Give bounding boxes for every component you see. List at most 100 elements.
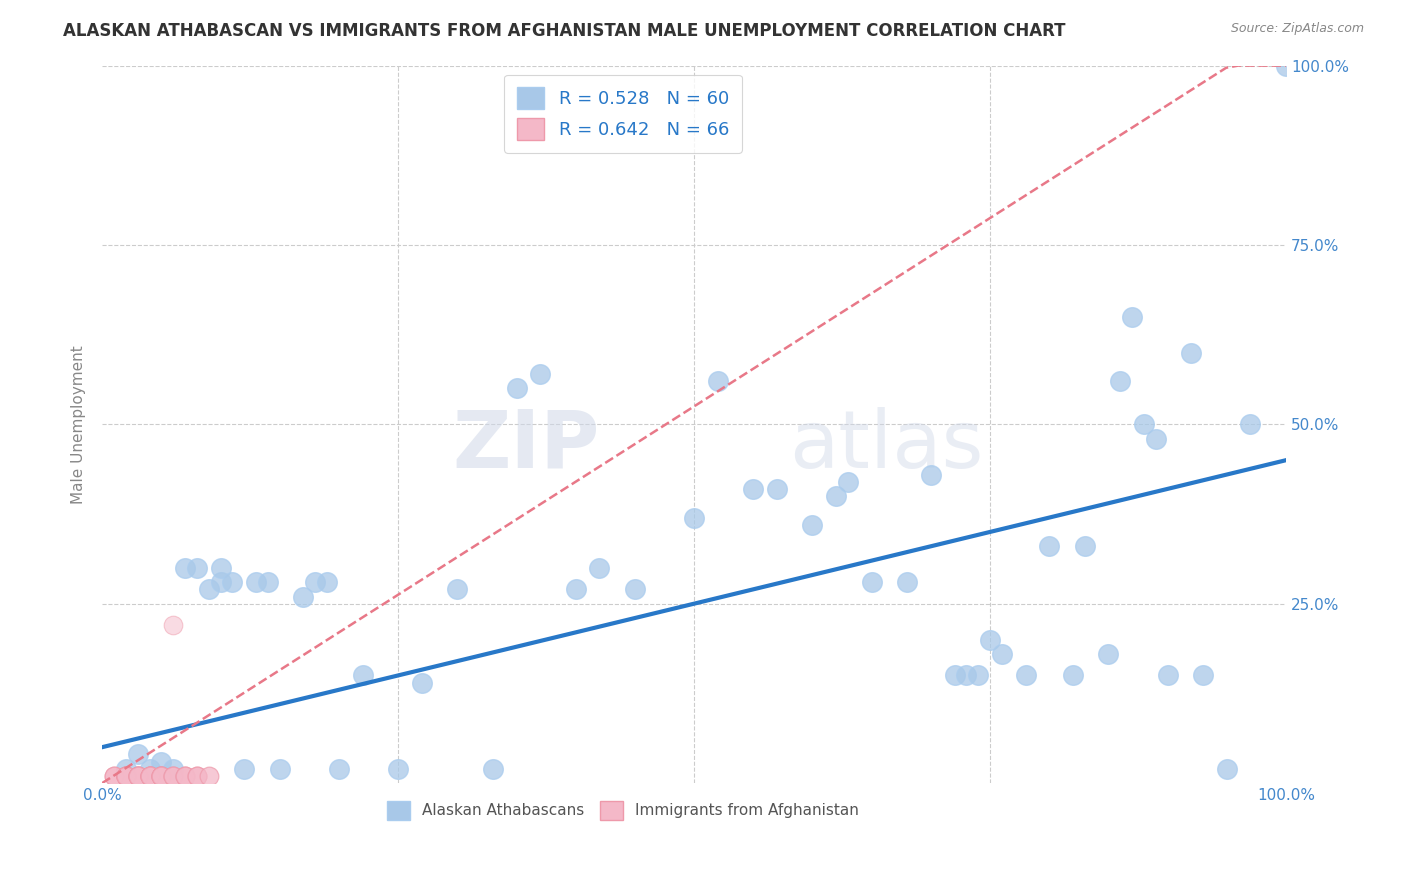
Point (1133, 417, 1156, 432)
Point (150, 769, 173, 783)
Point (209, 561, 232, 575)
Point (127, 769, 149, 783)
Point (186, 769, 208, 783)
Point (967, 668, 990, 682)
Point (801, 517, 824, 532)
Point (1014, 668, 1036, 682)
Text: ZIP: ZIP (453, 407, 599, 485)
Point (103, 769, 125, 783)
Point (1109, 374, 1132, 388)
Point (1216, 762, 1239, 776)
Point (150, 755, 173, 769)
Point (1239, 417, 1261, 432)
Point (209, 575, 232, 590)
Point (150, 769, 173, 783)
Point (138, 769, 160, 783)
Point (920, 467, 942, 482)
Point (138, 769, 160, 783)
Point (138, 769, 160, 783)
Point (186, 769, 208, 783)
Point (127, 769, 149, 783)
Point (529, 367, 551, 381)
Point (115, 769, 138, 783)
Point (127, 769, 149, 783)
Point (1121, 310, 1143, 324)
Point (233, 762, 256, 776)
Point (979, 632, 1001, 647)
Point (127, 769, 149, 783)
Point (115, 769, 138, 783)
Point (127, 769, 149, 783)
Point (624, 582, 647, 597)
Point (115, 769, 138, 783)
Point (742, 482, 765, 496)
Point (150, 769, 173, 783)
Point (186, 769, 208, 783)
Point (138, 769, 160, 783)
Point (1062, 668, 1084, 682)
Point (138, 769, 160, 783)
Point (316, 575, 339, 590)
Point (186, 769, 208, 783)
Point (174, 561, 197, 575)
Point (1097, 647, 1119, 661)
Point (896, 575, 918, 590)
Point (1144, 432, 1167, 446)
Point (446, 582, 468, 597)
Point (766, 482, 789, 496)
Point (150, 769, 173, 783)
Point (138, 769, 160, 783)
Point (162, 769, 184, 783)
Point (150, 769, 173, 783)
Point (150, 769, 173, 783)
Point (127, 769, 149, 783)
Point (115, 769, 138, 783)
Point (115, 769, 138, 783)
Point (115, 769, 138, 783)
Point (127, 769, 149, 783)
Point (162, 618, 184, 632)
Point (221, 575, 243, 590)
Point (162, 762, 184, 776)
Point (174, 769, 197, 783)
Point (564, 582, 586, 597)
Y-axis label: Male Unemployment: Male Unemployment (72, 345, 86, 504)
Point (162, 769, 184, 783)
Point (174, 769, 197, 783)
Point (115, 769, 138, 783)
Text: Source: ZipAtlas.com: Source: ZipAtlas.com (1230, 22, 1364, 36)
Point (138, 769, 160, 783)
Point (127, 747, 149, 762)
Point (387, 762, 409, 776)
Point (943, 668, 966, 682)
Point (825, 489, 848, 503)
Point (174, 769, 197, 783)
Point (1038, 539, 1060, 553)
Point (103, 769, 125, 783)
Point (991, 647, 1014, 661)
Point (103, 769, 125, 783)
Point (837, 475, 859, 489)
Point (138, 769, 160, 783)
Point (115, 769, 138, 783)
Point (115, 769, 138, 783)
Point (150, 769, 173, 783)
Point (269, 762, 291, 776)
Point (162, 769, 184, 783)
Point (683, 510, 706, 524)
Point (174, 769, 197, 783)
Point (1073, 539, 1095, 553)
Point (138, 769, 160, 783)
Point (150, 769, 173, 783)
Point (197, 582, 219, 597)
Point (197, 769, 219, 783)
Text: atlas: atlas (789, 407, 983, 485)
Point (150, 769, 173, 783)
Point (138, 769, 160, 783)
Point (1192, 668, 1215, 682)
Point (127, 769, 149, 783)
Point (1156, 668, 1178, 682)
Point (197, 769, 219, 783)
Point (115, 769, 138, 783)
Point (352, 668, 374, 682)
